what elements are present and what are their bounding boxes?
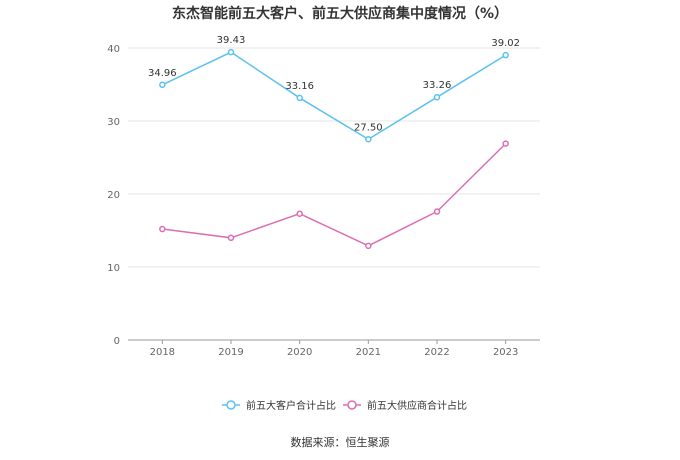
- series-1-label-2019: 39.43: [217, 35, 246, 46]
- series-1-point-2020: [296, 94, 303, 102]
- series-1-point-2018: [159, 81, 166, 89]
- series-1-point-2022: [433, 93, 441, 101]
- series-1-label-2022: 33.26: [423, 80, 452, 91]
- series-line-1: [162, 51, 507, 141]
- legend-label-1: 前五大客户合计占比: [246, 399, 336, 412]
- legend-marker-1: [226, 400, 236, 410]
- series-2-point-2019: [227, 234, 235, 242]
- x-tick-label-2019: 2019: [218, 347, 243, 358]
- series-1-point-2019: [227, 48, 235, 56]
- series-layer: [159, 48, 509, 250]
- x-tick-label-2020: 2020: [287, 347, 312, 358]
- x-tick-label-2023: 2023: [493, 347, 518, 358]
- y-tick-label-40: 40: [107, 44, 120, 55]
- series-2-point-2023: [502, 140, 509, 147]
- series-1-point-2023: [502, 51, 509, 59]
- series-2-point-2021: [365, 242, 372, 250]
- y-tick-label-10: 10: [107, 263, 120, 274]
- x-tick-label-2021: 2021: [356, 347, 381, 358]
- series-1-label-2020: 33.16: [285, 81, 314, 92]
- y-tick-label-30: 30: [107, 117, 120, 128]
- legend-item-2[interactable]: 前五大供应商合计占比: [343, 399, 467, 412]
- x-tick-label-2018: 2018: [150, 347, 175, 358]
- y-tick-label-20: 20: [107, 190, 120, 201]
- series-1-label-2023: 39.02: [491, 38, 520, 49]
- series-2-point-2018: [159, 225, 166, 233]
- y-tick-label-0: 0: [114, 336, 120, 347]
- series-line-2: [162, 143, 507, 247]
- gridlines: [128, 47, 540, 268]
- x-tick-label-2022: 2022: [424, 347, 449, 358]
- legend-marker-2: [347, 400, 357, 410]
- legend[interactable]: 前五大客户合计占比 前五大供应商合计占比: [222, 399, 467, 412]
- data-labels: 34.96 39.43 33.16 27.50 33.26 39.02: [148, 35, 520, 133]
- series-1-label-2018: 34.96: [148, 68, 177, 79]
- chart-title: 东杰智能前五大客户、前五大供应商集中度情况（%）: [172, 5, 508, 22]
- legend-label-2: 前五大供应商合计占比: [367, 399, 467, 412]
- series-2-point-2020: [296, 210, 303, 217]
- series-1-point-2021: [365, 136, 372, 143]
- series-1-label-2021: 27.50: [354, 122, 383, 133]
- source-text: 数据来源：恒生聚源: [291, 435, 390, 449]
- axes: 0 10 20 30 40 2018 2019 2020 2021 2022 2023: [107, 44, 540, 358]
- series-2-point-2022: [433, 208, 441, 215]
- legend-item-1[interactable]: 前五大客户合计占比: [222, 399, 336, 412]
